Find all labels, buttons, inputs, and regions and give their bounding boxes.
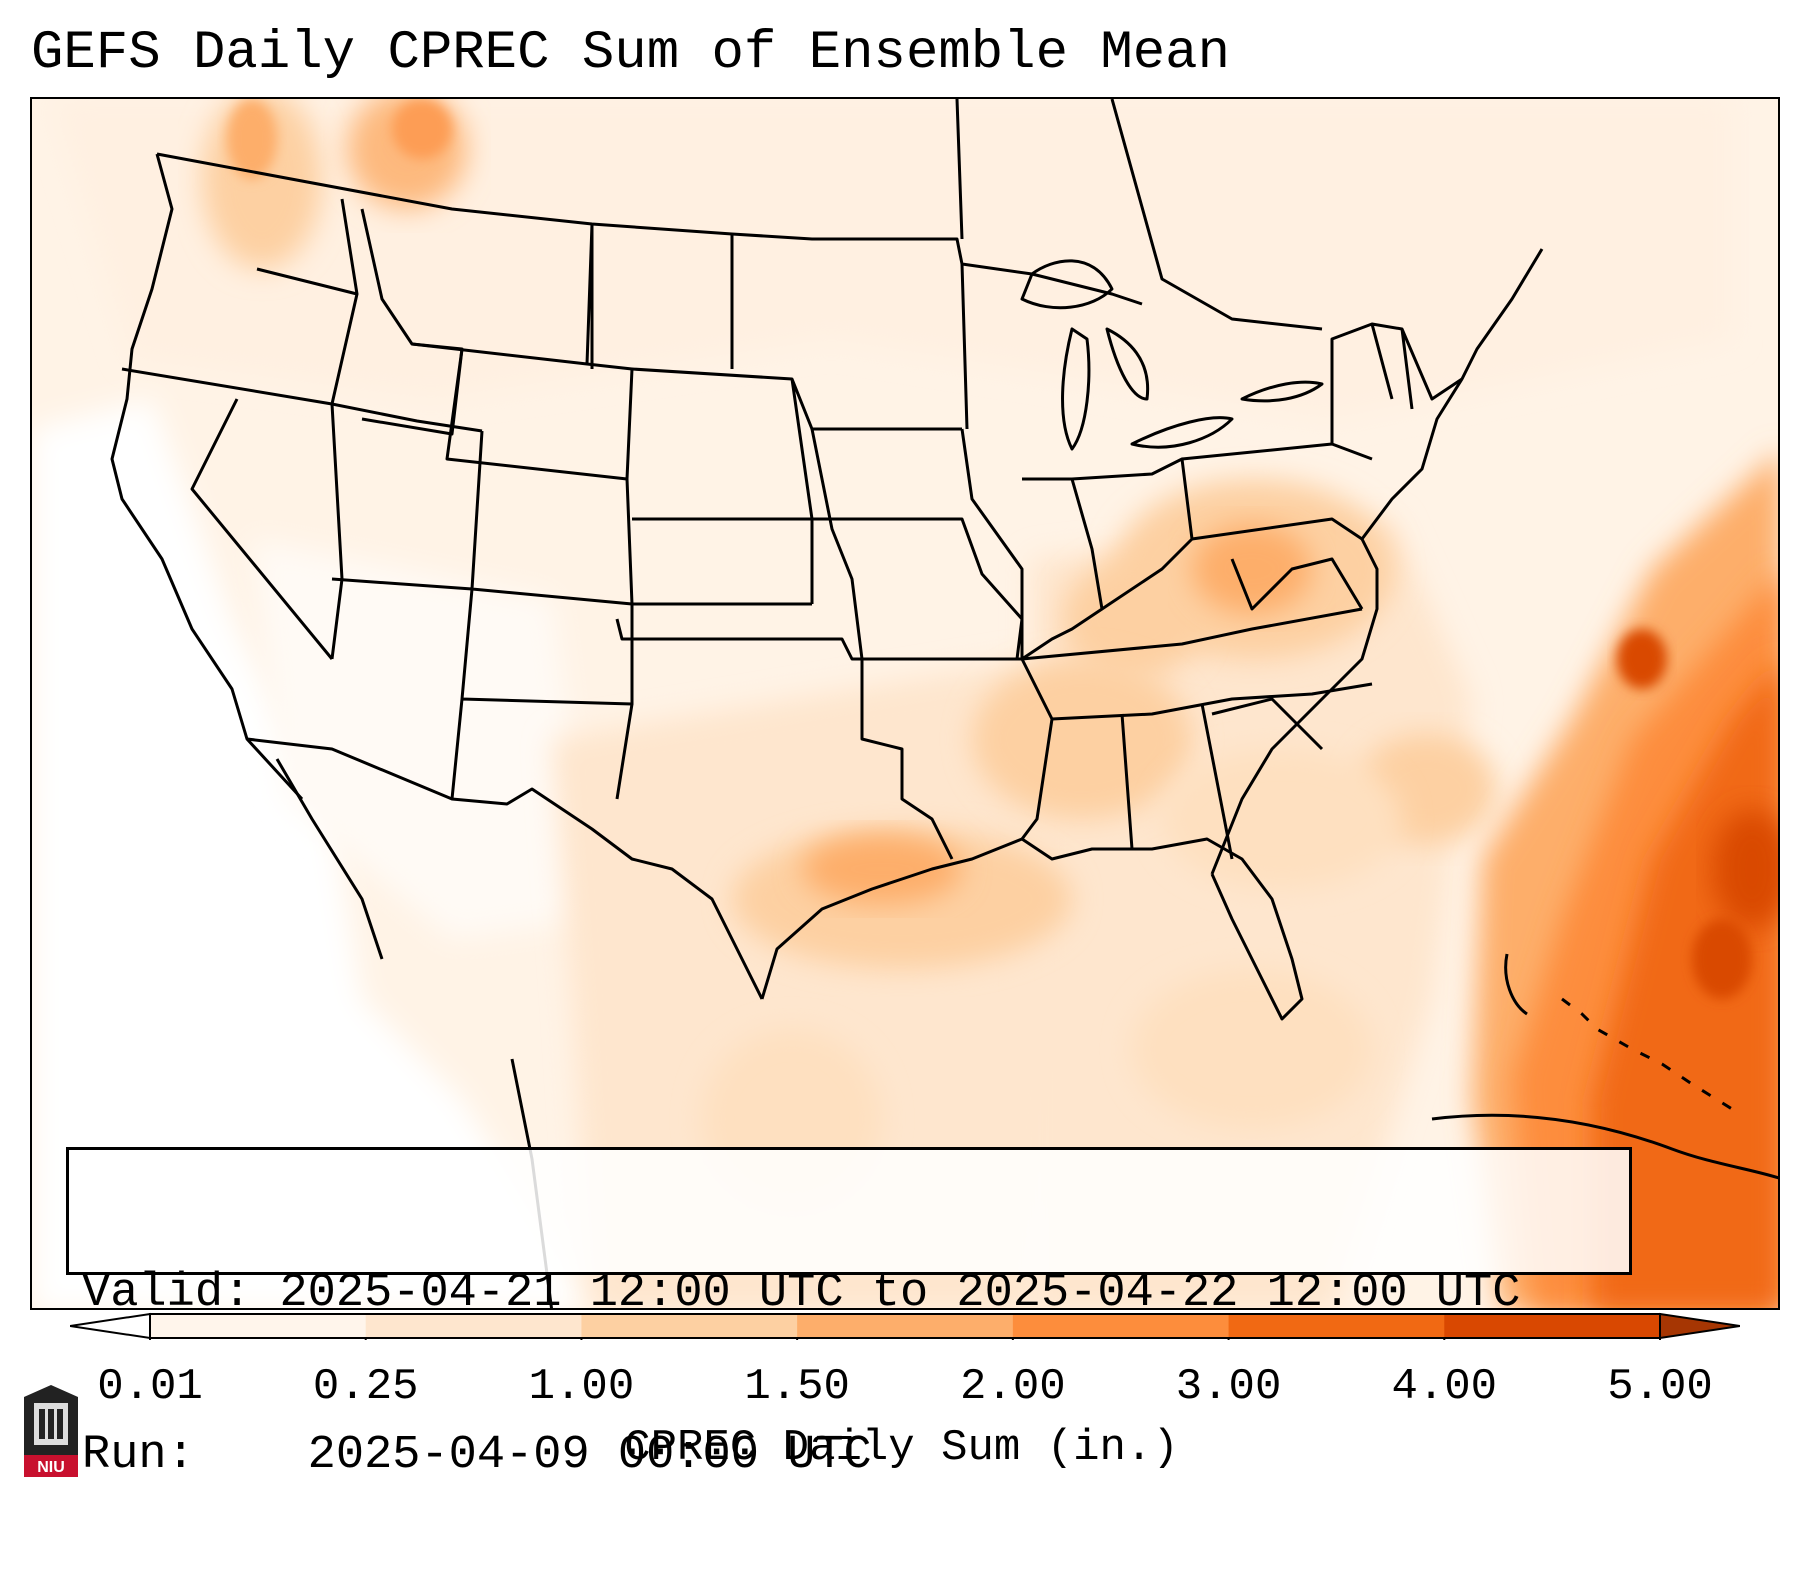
- state-border: [812, 517, 1024, 660]
- lake-erie: [1130, 416, 1234, 449]
- colorbar-tick-label: 0.01: [97, 1362, 203, 1412]
- colorbar-tick-label: 1.00: [528, 1362, 635, 1412]
- state-border: [1051, 682, 1373, 721]
- colorbar: [70, 1312, 1740, 1340]
- state-border: [1071, 457, 1194, 611]
- florida-keys: [1504, 953, 1528, 1016]
- us-mexico-border: [246, 737, 764, 1000]
- valid-value: 2025-04-21 12:00 UTC to 2025-04-22 12:00…: [279, 1267, 1521, 1320]
- colorbar-bin: [1012, 1314, 1230, 1338]
- colorbar-tick-label: 5.00: [1607, 1362, 1713, 1412]
- lake-huron: [1105, 327, 1150, 401]
- colorbar-tick-label: 2.00: [960, 1362, 1066, 1412]
- run-line: Run: 2025-04-09 00:00 UTC: [82, 1429, 1629, 1483]
- state-border: [331, 430, 634, 606]
- colorbar-tick-label: 3.00: [1175, 1362, 1282, 1412]
- colorbar-tick-label: 1.50: [744, 1362, 850, 1412]
- map-panel: [30, 97, 1780, 1310]
- state-border: [256, 198, 359, 405]
- state-border: [190, 398, 334, 660]
- colorbar-bin: [797, 1314, 1014, 1338]
- colorbar-bin: [1444, 1314, 1661, 1338]
- state-border: [1330, 322, 1463, 444]
- logo-text: NIU: [37, 1459, 65, 1476]
- niu-logo: NIU: [24, 1385, 78, 1477]
- pacific-coastline: [110, 153, 304, 801]
- state-border: [615, 618, 1022, 661]
- colorbar-bin: [150, 1314, 367, 1338]
- valid-label: Valid:: [82, 1267, 252, 1320]
- map-boundaries: [110, 99, 1778, 1308]
- state-border: [590, 224, 962, 520]
- province-border: [955, 99, 1323, 331]
- precip-map: [32, 99, 1778, 1308]
- precip-field: [32, 99, 1778, 1308]
- colorbar-bin: [1228, 1314, 1445, 1338]
- valid-run-infobox: Valid: 2025-04-21 12:00 UTC to 2025-04-2…: [66, 1147, 1632, 1482]
- colorbar-tick-label: 0.25: [312, 1362, 419, 1412]
- lake-michigan: [1061, 327, 1091, 451]
- gulf-coastline: [760, 837, 1304, 1021]
- colorbar-bins: [150, 1314, 1661, 1338]
- valid-line: Valid: 2025-04-21 12:00 UTC to 2025-04-2…: [82, 1267, 1629, 1321]
- cuba-coastline: [1431, 1113, 1778, 1180]
- lake-ontario: [1240, 380, 1324, 403]
- state-border: [810, 428, 954, 860]
- state-border: [1120, 703, 1234, 860]
- colorbar-under-arrow: [70, 1312, 151, 1340]
- page: GEFS Daily CPREC Sum of Ensemble Mean: [24, 23, 1780, 1482]
- state-border: [121, 367, 483, 433]
- colorbar-label: CPREC Daily Sum (in.): [624, 1423, 1179, 1473]
- map-title: GEFS Daily CPREC Sum of Ensemble Mean: [31, 23, 1230, 84]
- colorbar-tick-label: 4.00: [1391, 1362, 1498, 1412]
- colorbar-outline: [149, 1313, 1661, 1339]
- state-border: [1230, 557, 1364, 611]
- us-canada-border: [156, 152, 1143, 306]
- state-border: [1021, 607, 1363, 661]
- colorbar-bin: [365, 1314, 582, 1338]
- state-border: [1211, 697, 1324, 751]
- bahamas-islands: [1561, 997, 1733, 1111]
- run-value: 2025-04-09 00:00 UTC: [307, 1429, 872, 1482]
- lake-superior: [1020, 259, 1114, 310]
- colorbar-over-arrow: [1659, 1312, 1740, 1340]
- colorbar-bin: [581, 1314, 798, 1338]
- run-label: Run:: [82, 1429, 195, 1482]
